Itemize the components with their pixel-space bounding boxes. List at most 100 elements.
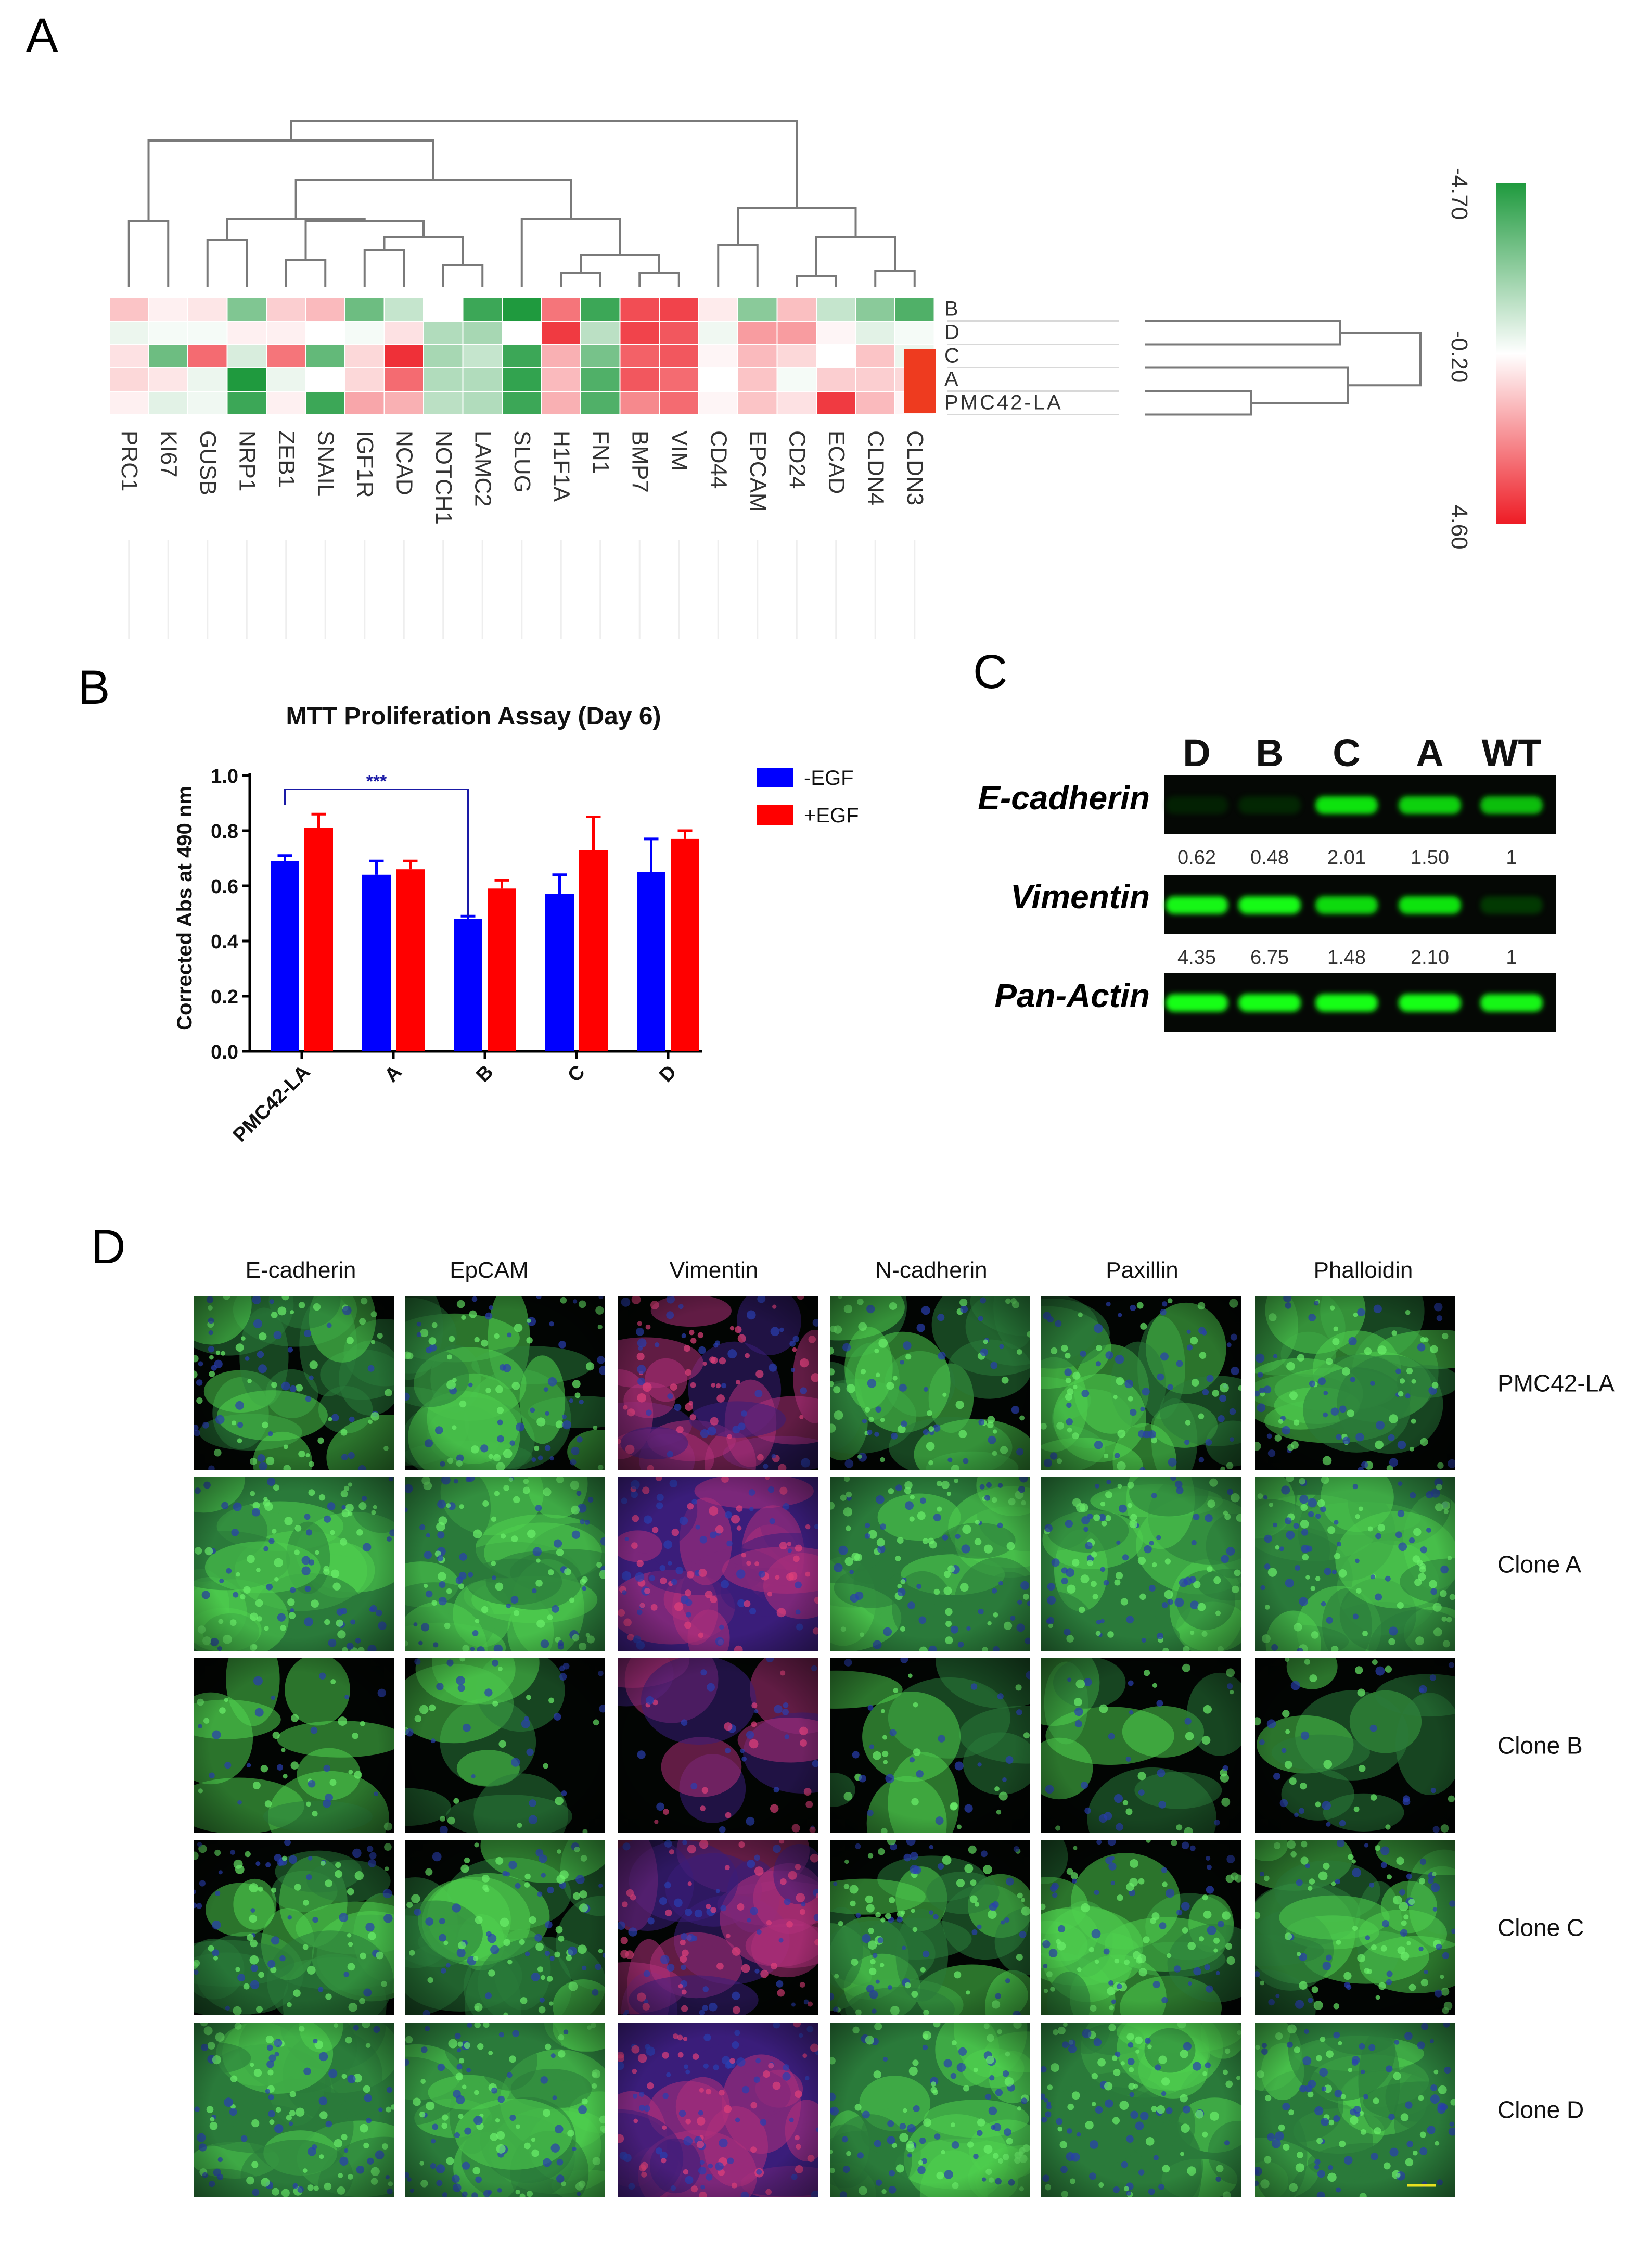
lane-label: A	[1416, 731, 1443, 774]
heatmap-cell	[110, 345, 148, 367]
column-label: Paxillin	[1106, 1257, 1178, 1283]
heatmap-cell	[424, 322, 463, 344]
lane-label: B	[1256, 731, 1283, 774]
heatmap-cell	[385, 345, 423, 367]
micrograph-tile	[1255, 1658, 1455, 1833]
heatmap-cell	[738, 392, 777, 414]
band-quantification: 2.10	[1411, 947, 1449, 969]
protein-band	[1166, 896, 1228, 914]
gene-label: CLDN3	[902, 430, 928, 505]
gene-label: CD24	[784, 430, 810, 489]
band-quantification: 1.50	[1411, 847, 1449, 869]
band-quantification: 1	[1506, 947, 1517, 969]
heatmap-cell	[542, 322, 580, 344]
protein-band	[1238, 796, 1301, 814]
heatmap-cell	[581, 345, 620, 367]
protein-label: Pan-Actin	[994, 977, 1150, 1014]
heatmap-cell	[738, 322, 777, 344]
sample-label: A	[944, 368, 961, 391]
gene-label: ECAD	[824, 430, 849, 494]
protein-band	[1399, 896, 1461, 914]
tile-vignette	[830, 1477, 1030, 1651]
heatmap-cell	[738, 368, 777, 391]
heatmap-cell	[463, 298, 502, 321]
micrograph-tile	[405, 2023, 605, 2197]
dendrogram-branch	[290, 120, 798, 208]
protein-band	[1480, 994, 1543, 1012]
band-quantification: 4.35	[1177, 947, 1216, 969]
heatmap-cell	[503, 298, 541, 321]
heatmap-cell	[267, 298, 305, 321]
gene-label: ZEB1	[274, 430, 299, 488]
significance-stars: ***	[366, 772, 387, 792]
heatmap-cell	[463, 392, 502, 414]
protein-band	[1238, 896, 1301, 914]
heatmap-cell	[306, 322, 344, 344]
heatmap-cell	[188, 392, 227, 414]
tile-vignette	[830, 1296, 1030, 1470]
heatmap-cell	[699, 322, 737, 344]
heatmap-cell	[856, 322, 894, 344]
micrograph-tile	[1041, 1296, 1241, 1470]
heatmap-cell	[620, 392, 659, 414]
heatmap-cell	[227, 392, 266, 414]
gene-label: H1F1A	[548, 430, 574, 502]
bar	[579, 850, 608, 1051]
tile-vignette	[618, 1840, 818, 2015]
heatmap-cell	[738, 345, 777, 367]
micrograph-tile	[1041, 1840, 1241, 2015]
heatmap-cell	[345, 345, 384, 367]
heatmap-cell	[777, 345, 816, 367]
heatmap-cell	[817, 392, 855, 414]
tile-vignette	[1255, 1477, 1455, 1651]
micrograph-tile	[830, 1477, 1030, 1651]
heatmap-cell	[503, 368, 541, 391]
y-tick-label: 0.8	[211, 821, 238, 843]
heatmap-cell	[227, 368, 266, 391]
mtt-bar-chart: MTT Proliferation Assay (Day 6) Correcte…	[173, 703, 859, 1147]
gene-label: VIM	[667, 430, 692, 471]
tile-vignette	[405, 1477, 605, 1651]
gene-label: LAMC2	[470, 430, 495, 507]
heatmap-cell	[110, 322, 148, 344]
band-quantification: 1.48	[1327, 947, 1366, 969]
heatmap-panel: PRC1 KI67 GUSB NRP1 ZEB1 SNAIL IGF1R NCAD NOTCH1…	[110, 120, 1526, 639]
heatmap-cell	[385, 322, 423, 344]
micrograph-tile	[618, 1477, 818, 1651]
heatmap-cell	[267, 368, 305, 391]
tile-vignette	[194, 1658, 394, 1833]
heatmap-cell	[542, 298, 580, 321]
heatmap-cell	[817, 298, 855, 321]
heatmap-cell	[149, 392, 187, 414]
tile-vignette	[1255, 1296, 1455, 1470]
column-label: EpCAM	[450, 1257, 529, 1283]
micrograph-tile	[1255, 1840, 1455, 2015]
tile-vignette	[1255, 2023, 1455, 2197]
heatmap-cell	[542, 392, 580, 414]
heatmap-cell	[503, 392, 541, 414]
heatmap-cell	[856, 345, 894, 367]
micrograph-tile	[618, 1840, 818, 2015]
heatmap-cell	[777, 298, 816, 321]
tile-vignette	[1041, 1840, 1241, 2015]
y-tick-label: 0.0	[211, 1041, 238, 1063]
gene-label: CD44	[706, 430, 731, 489]
heatmap-cell	[188, 298, 227, 321]
heatmap-cell	[227, 298, 266, 321]
heatmap-cell	[660, 345, 698, 367]
bar	[637, 872, 665, 1051]
lane-label: D	[1183, 731, 1210, 774]
tile-vignette	[194, 2023, 394, 2197]
heatmap-cell	[267, 322, 305, 344]
micrograph-tile	[618, 1296, 818, 1470]
micrograph-tile	[830, 1296, 1030, 1470]
heatmap-cell	[856, 368, 894, 391]
heatmap-cell	[856, 298, 894, 321]
tile-vignette	[405, 2023, 605, 2197]
tile-vignette	[830, 1658, 1030, 1833]
heatmap-cell	[620, 322, 659, 344]
heatmap-cell	[110, 392, 148, 414]
significance-bracket	[284, 789, 469, 917]
gene-label: KI67	[156, 430, 181, 478]
